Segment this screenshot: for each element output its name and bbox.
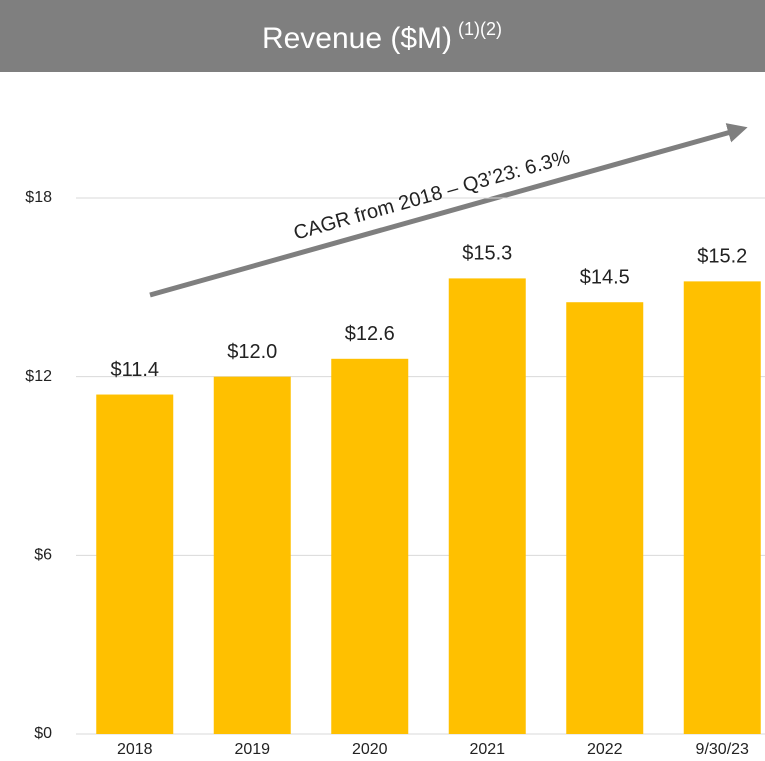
bar — [96, 394, 174, 734]
chart-title: Revenue ($M) (1)(2) — [262, 19, 502, 55]
bar — [331, 358, 409, 734]
value-label: $12.0 — [227, 341, 277, 363]
plot-area: $0 $6 $12 $18 $11.4 2018 $12.0 2019 $12.6 2020 $15… — [25, 189, 765, 758]
cagr-annotation: CAGR from 2018 – Q3’23: 6.3% — [291, 146, 572, 245]
bar — [448, 278, 526, 734]
x-tick-label: 2021 — [469, 741, 505, 758]
bar — [213, 376, 291, 734]
x-tick-label: 2020 — [352, 741, 388, 758]
value-label: $12.6 — [345, 323, 395, 345]
x-tick-label: 2018 — [117, 741, 153, 758]
bar — [566, 302, 644, 734]
value-label: $14.5 — [580, 267, 630, 289]
x-tick-label: 2019 — [234, 741, 270, 758]
x-tick-label: 2022 — [587, 741, 623, 758]
y-tick-label: $18 — [25, 189, 52, 206]
value-label: $11.4 — [110, 359, 159, 381]
title-banner — [0, 0, 765, 72]
title-text: Revenue ($M) — [262, 22, 452, 55]
value-label: $15.2 — [697, 246, 747, 268]
y-tick-label: $12 — [25, 368, 52, 385]
bar — [683, 281, 761, 734]
y-tick-label: $0 — [34, 725, 52, 742]
title-superscript: (1)(2) — [458, 19, 502, 39]
value-label: $15.3 — [462, 243, 512, 265]
y-tick-label: $6 — [34, 547, 52, 564]
cagr-arrow — [149, 123, 748, 298]
x-tick-label: 9/30/23 — [696, 741, 749, 758]
